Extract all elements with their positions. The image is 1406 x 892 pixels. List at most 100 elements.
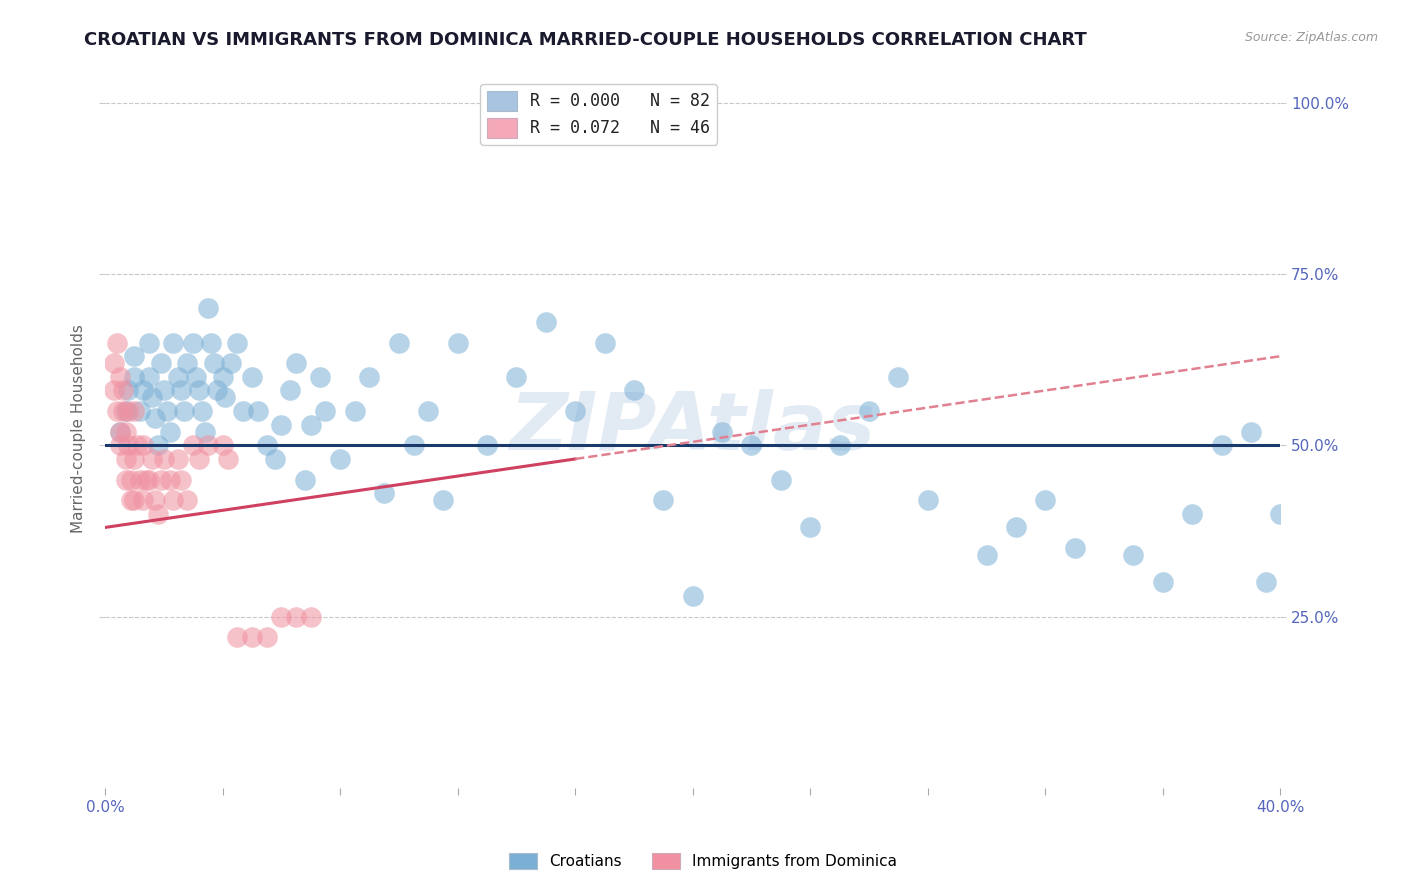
- Point: [176, 356, 198, 370]
- Point: [359, 369, 381, 384]
- Point: [135, 473, 157, 487]
- Point: [138, 369, 160, 384]
- Point: [264, 452, 287, 467]
- Point: [114, 404, 136, 418]
- Point: [114, 425, 136, 439]
- Point: [329, 452, 352, 467]
- Point: [162, 335, 184, 350]
- Point: [446, 335, 468, 350]
- Point: [1122, 548, 1144, 562]
- Point: [623, 384, 645, 398]
- Point: [124, 404, 146, 418]
- Point: [124, 349, 146, 363]
- Point: [108, 369, 131, 384]
- Point: [402, 438, 425, 452]
- Point: [505, 369, 527, 384]
- Point: [858, 404, 880, 418]
- Point: [167, 452, 190, 467]
- Point: [1270, 507, 1292, 521]
- Point: [124, 493, 146, 508]
- Point: [138, 473, 160, 487]
- Point: [270, 417, 292, 432]
- Point: [108, 425, 131, 439]
- Point: [141, 390, 163, 404]
- Point: [132, 384, 155, 398]
- Point: [143, 410, 166, 425]
- Point: [270, 609, 292, 624]
- Point: [184, 369, 207, 384]
- Point: [887, 369, 910, 384]
- Point: [181, 335, 204, 350]
- Point: [205, 384, 228, 398]
- Point: [1005, 520, 1028, 534]
- Point: [117, 438, 139, 452]
- Text: CROATIAN VS IMMIGRANTS FROM DOMINICA MARRIED-COUPLE HOUSEHOLDS CORRELATION CHART: CROATIAN VS IMMIGRANTS FROM DOMINICA MAR…: [84, 31, 1087, 49]
- Point: [221, 356, 243, 370]
- Point: [114, 473, 136, 487]
- Point: [799, 520, 821, 534]
- Point: [534, 315, 557, 329]
- Legend: R = 0.000   N = 82, R = 0.072   N = 46: R = 0.000 N = 82, R = 0.072 N = 46: [481, 84, 717, 145]
- Point: [143, 493, 166, 508]
- Point: [256, 630, 278, 644]
- Text: ZIPAtlas: ZIPAtlas: [509, 389, 876, 467]
- Point: [740, 438, 762, 452]
- Point: [111, 404, 134, 418]
- Point: [828, 438, 851, 452]
- Point: [432, 493, 454, 508]
- Point: [769, 473, 792, 487]
- Point: [278, 384, 301, 398]
- Point: [141, 452, 163, 467]
- Point: [214, 390, 236, 404]
- Point: [108, 438, 131, 452]
- Point: [146, 438, 169, 452]
- Point: [149, 473, 172, 487]
- Point: [152, 384, 174, 398]
- Point: [173, 404, 195, 418]
- Point: [976, 548, 998, 562]
- Point: [159, 425, 181, 439]
- Point: [170, 473, 193, 487]
- Point: [564, 404, 586, 418]
- Point: [156, 404, 179, 418]
- Point: [373, 486, 395, 500]
- Point: [475, 438, 498, 452]
- Point: [120, 473, 142, 487]
- Point: [652, 493, 675, 508]
- Point: [152, 452, 174, 467]
- Point: [314, 404, 336, 418]
- Point: [111, 384, 134, 398]
- Point: [1254, 575, 1277, 590]
- Text: Source: ZipAtlas.com: Source: ZipAtlas.com: [1244, 31, 1378, 45]
- Point: [176, 493, 198, 508]
- Point: [105, 404, 128, 418]
- Point: [388, 335, 411, 350]
- Point: [103, 356, 125, 370]
- Point: [132, 493, 155, 508]
- Point: [202, 356, 225, 370]
- Point: [162, 493, 184, 508]
- Point: [103, 384, 125, 398]
- Point: [217, 452, 239, 467]
- Point: [211, 438, 233, 452]
- Point: [682, 589, 704, 603]
- Point: [256, 438, 278, 452]
- Point: [127, 438, 149, 452]
- Point: [299, 417, 322, 432]
- Point: [226, 335, 249, 350]
- Point: [188, 384, 211, 398]
- Point: [211, 369, 233, 384]
- Point: [120, 493, 142, 508]
- Point: [149, 356, 172, 370]
- Point: [200, 335, 222, 350]
- Point: [124, 452, 146, 467]
- Point: [167, 369, 190, 384]
- Point: [117, 384, 139, 398]
- Point: [114, 452, 136, 467]
- Point: [299, 609, 322, 624]
- Point: [105, 335, 128, 350]
- Point: [240, 630, 263, 644]
- Point: [308, 369, 330, 384]
- Point: [129, 473, 152, 487]
- Point: [159, 473, 181, 487]
